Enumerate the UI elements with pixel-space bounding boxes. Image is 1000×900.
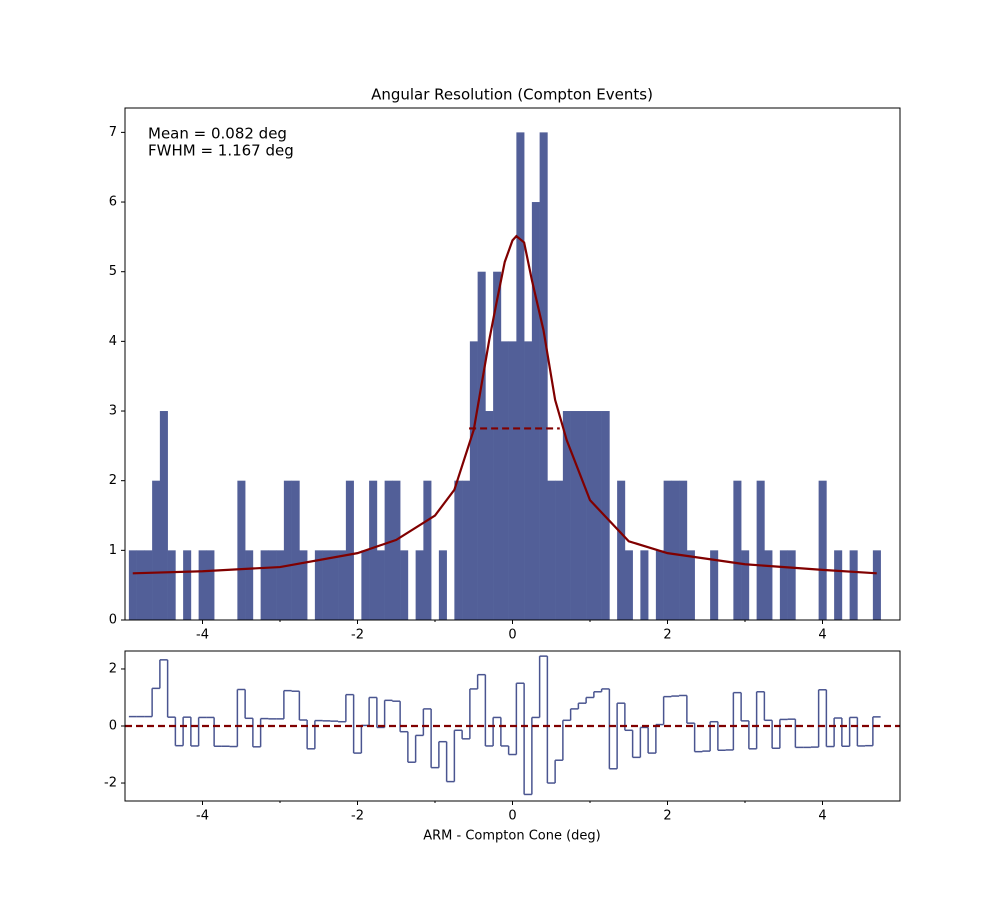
bar: [159, 411, 168, 620]
bar: [237, 480, 246, 620]
annotation: FWHM = 1.167 deg: [148, 142, 294, 160]
bar: [415, 550, 424, 620]
bar: [508, 341, 517, 620]
x-tick-label: -4: [196, 809, 209, 824]
chart-title: Angular Resolution (Compton Events): [371, 86, 653, 104]
bar: [245, 550, 254, 620]
x-tick-label: -4: [196, 628, 209, 643]
bar: [733, 480, 742, 620]
bar: [741, 550, 750, 620]
x-tick-label: 4: [818, 628, 826, 643]
y-tick-label: 5: [109, 264, 117, 279]
x-tick-label: 0: [508, 809, 516, 824]
y-tick-label: 0: [109, 613, 117, 628]
bar: [779, 550, 788, 620]
x-axis-label: ARM - Compton Cone (deg): [423, 829, 601, 844]
y-tick-label: 4: [109, 334, 117, 349]
bar: [578, 411, 587, 620]
bar: [671, 480, 680, 620]
bar: [469, 341, 478, 620]
bar: [438, 550, 447, 620]
bar: [330, 550, 339, 620]
bar: [384, 480, 393, 620]
bar: [710, 550, 719, 620]
bar: [198, 550, 207, 620]
bar: [276, 550, 285, 620]
bar: [361, 550, 370, 620]
x-tick-label: -2: [351, 628, 364, 643]
annotation: Mean = 0.082 deg: [148, 125, 287, 143]
bar: [167, 550, 176, 620]
bar: [477, 271, 486, 620]
bar: [586, 411, 595, 620]
bar: [531, 202, 540, 620]
bar: [136, 550, 145, 620]
bar: [338, 550, 347, 620]
bar: [516, 132, 525, 620]
y-tick-label: 6: [109, 195, 117, 210]
y-tick-label: 1: [109, 543, 117, 558]
bar: [322, 550, 331, 620]
y-tick-label: 3: [109, 404, 117, 419]
y-tick-label: 7: [109, 125, 117, 140]
y-tick-label: -2: [104, 776, 117, 791]
bar: [485, 411, 494, 620]
bar: [624, 550, 633, 620]
bar: [617, 480, 626, 620]
x-tick-label: 0: [508, 628, 516, 643]
bar: [314, 550, 323, 620]
bar: [206, 550, 215, 620]
bar: [640, 550, 649, 620]
bar: [400, 550, 409, 620]
bar: [183, 550, 192, 620]
bar: [462, 480, 471, 620]
y-tick-label: 2: [109, 473, 117, 488]
y-tick-label: 2: [109, 661, 117, 676]
bar: [547, 480, 556, 620]
bar: [299, 550, 308, 620]
x-tick-label: 4: [818, 809, 826, 824]
bar: [756, 480, 765, 620]
bar: [392, 480, 401, 620]
bar: [152, 480, 161, 620]
bar: [570, 411, 579, 620]
bar: [524, 341, 533, 620]
bar: [539, 132, 548, 620]
bar: [345, 480, 354, 620]
bar: [764, 550, 773, 620]
bar: [679, 480, 688, 620]
bar: [655, 550, 664, 620]
bar: [562, 411, 571, 620]
bar: [593, 411, 602, 620]
bar: [454, 480, 463, 620]
bar: [663, 480, 672, 620]
bar: [834, 550, 843, 620]
bar: [376, 550, 385, 620]
bar: [369, 480, 378, 620]
bar: [283, 480, 292, 620]
fit-curve: [132, 234, 877, 575]
bar: [849, 550, 858, 620]
bar: [128, 550, 137, 620]
x-tick-label: 2: [663, 628, 671, 643]
y-tick-label: 0: [109, 719, 117, 734]
bar: [500, 341, 509, 620]
bar: [144, 550, 153, 620]
bar: [787, 550, 796, 620]
bar: [818, 480, 827, 620]
bar: [268, 550, 277, 620]
x-tick-label: -2: [351, 809, 364, 824]
bar: [686, 550, 695, 620]
bar: [555, 480, 564, 620]
bar: [872, 550, 881, 620]
bar: [291, 480, 300, 620]
bar: [260, 550, 269, 620]
bar: [493, 271, 502, 620]
x-tick-label: 2: [663, 809, 671, 824]
bar: [423, 480, 432, 620]
